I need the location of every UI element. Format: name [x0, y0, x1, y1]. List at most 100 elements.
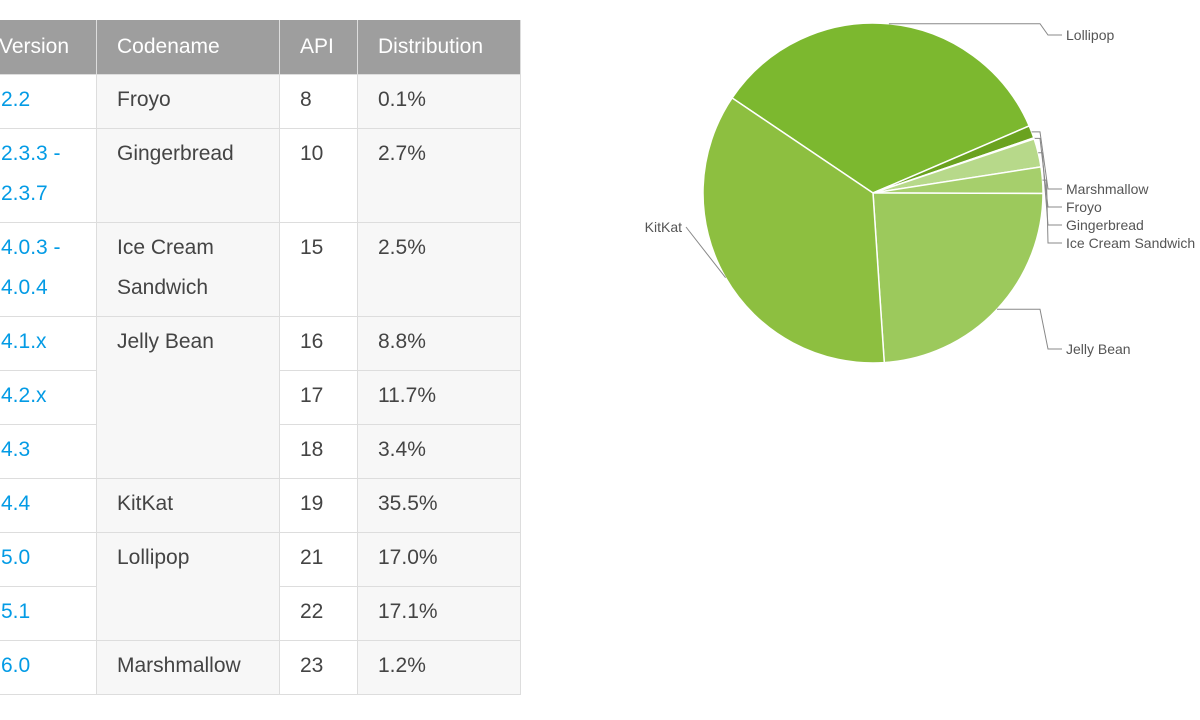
distribution-cell-text: 3.4%	[378, 438, 426, 461]
pie-slice-kitkat	[702, 96, 886, 364]
table-row: 4.2.x 17 11.7%	[0, 370, 521, 425]
codename-cell-text: Ice Cream Sandwich	[117, 236, 214, 299]
codename-cell: Jelly Bean	[96, 316, 280, 479]
slice-label: Gingerbread	[1066, 217, 1144, 233]
column-header-codename: Codename	[96, 20, 280, 75]
version-link[interactable]: 4.1.x	[0, 316, 97, 371]
api-cell-text: 23	[300, 654, 324, 677]
distribution-cell-text: 11.7%	[378, 384, 436, 407]
version-link[interactable]: 5.0	[0, 532, 97, 587]
api-cell-text: 8	[300, 88, 312, 111]
table-row: 4.3 18 3.4%	[0, 424, 521, 479]
api-cell: 18	[279, 424, 358, 479]
api-cell: 21	[279, 532, 358, 587]
api-cell-text: 18	[300, 438, 324, 461]
version-link[interactable]: 5.1	[0, 586, 97, 641]
api-cell: 16	[279, 316, 358, 371]
version-link-text[interactable]: 2.3.3 -2.3.7	[1, 142, 61, 205]
api-cell-text: 19	[300, 492, 324, 515]
distribution-cell: 17.0%	[357, 532, 521, 587]
table-row: 4.1.x Jelly Bean 16 8.8%	[0, 316, 521, 479]
version-link[interactable]: 4.0.3 -4.0.4	[0, 222, 97, 317]
column-header-version: Version	[0, 20, 97, 75]
slice-label: Froyo	[1066, 199, 1102, 215]
api-cell: 15	[279, 222, 358, 317]
distribution-table: Version Codename API Distribution 2.2 Froyo 8…	[0, 20, 521, 695]
version-link[interactable]: 4.2.x	[0, 370, 97, 425]
distribution-cell-text: 17.0%	[378, 546, 438, 569]
leader-line	[1042, 179, 1062, 244]
distribution-cell-text: 1.2%	[378, 654, 426, 677]
codename-cell-text: Marshmallow	[117, 654, 241, 677]
distribution-cell: 2.5%	[357, 222, 521, 317]
version-link[interactable]: 2.3.3 -2.3.7	[0, 128, 97, 223]
version-link[interactable]: 4.3	[0, 424, 97, 479]
distribution-cell: 2.7%	[357, 128, 521, 223]
codename-cell: Ice Cream Sandwich	[96, 222, 280, 317]
column-header-distribution: Distribution	[357, 20, 521, 75]
version-link-text[interactable]: 6.0	[1, 654, 31, 677]
table-header-row: Version Codename API Distribution	[0, 20, 521, 75]
table-row: 6.0 Marshmallow 23 1.2%	[0, 640, 521, 695]
version-link-text[interactable]: 4.4	[1, 492, 31, 515]
api-cell: 8	[279, 74, 358, 129]
codename-cell: Lollipop	[96, 532, 280, 641]
api-cell-text: 22	[300, 600, 324, 623]
version-link-text[interactable]: 4.1.x	[1, 330, 47, 353]
api-cell: 19	[279, 478, 358, 533]
distribution-cell-text: 17.1%	[378, 600, 438, 623]
pie-slice-jelly-bean	[872, 192, 1044, 364]
distribution-cell-text: 0.1%	[378, 88, 426, 111]
api-cell-text: 21	[300, 546, 324, 569]
version-link[interactable]: 4.4	[0, 478, 97, 533]
table-row: 4.4 KitKat 19 35.5%	[0, 478, 521, 533]
table-row: 2.2 Froyo 8 0.1%	[0, 74, 521, 129]
table-row: 2.3.3 -2.3.7 Gingerbread 10 2.7%	[0, 128, 521, 223]
api-cell: 10	[279, 128, 358, 223]
codename-cell: KitKat	[96, 478, 280, 533]
codename-cell-text: KitKat	[117, 492, 174, 515]
version-link-text[interactable]: 5.1	[1, 600, 31, 623]
api-cell-text: 15	[300, 236, 324, 259]
version-link-text[interactable]: 4.0.3 -4.0.4	[1, 236, 61, 299]
version-link-text[interactable]: 4.3	[1, 438, 31, 461]
codename-cell-text: Gingerbread	[117, 142, 234, 165]
distribution-cell: 17.1%	[357, 586, 521, 641]
distribution-cell-text: 2.5%	[378, 236, 426, 259]
codename-cell: Gingerbread	[96, 128, 280, 223]
distribution-cell-text: 8.8%	[378, 330, 426, 353]
api-cell-text: 17	[300, 384, 324, 407]
pie-chart: Lollipop Marshmallow Froyo Gingerbread Ice C…	[645, 22, 1195, 364]
version-link-text[interactable]: 4.2.x	[1, 384, 47, 407]
version-link-text[interactable]: 5.0	[1, 546, 31, 569]
leader-line	[1031, 131, 1062, 190]
codename-cell-text: Froyo	[117, 88, 171, 111]
version-link[interactable]: 6.0	[0, 640, 97, 695]
api-cell-text: 10	[300, 142, 324, 165]
codename-cell: Marshmallow	[96, 640, 280, 695]
api-cell: 17	[279, 370, 358, 425]
codename-cell: Froyo	[96, 74, 280, 129]
table-row: 4.0.3 -4.0.4 Ice Cream Sandwich 15 2.5%	[0, 222, 521, 317]
leader-line	[997, 308, 1062, 350]
table-body: 2.2 Froyo 8 0.1% 2.3.3 -2.3.7 Gingerbread 10 2.…	[0, 74, 521, 695]
api-cell: 22	[279, 586, 358, 641]
distribution-cell: 35.5%	[357, 478, 521, 533]
distribution-cell-text: 35.5%	[378, 492, 438, 515]
distribution-cell: 11.7%	[357, 370, 521, 425]
leader-line	[888, 23, 1062, 36]
leader-line	[685, 226, 726, 279]
version-link[interactable]: 2.2	[0, 74, 97, 129]
pie-chart-container: Lollipop Marshmallow Froyo Gingerbread Ice C…	[600, 0, 1200, 720]
codename-cell-text: Lollipop	[117, 546, 190, 569]
codename-cell-text: Jelly Bean	[117, 330, 214, 353]
version-link-text[interactable]: 2.2	[1, 88, 31, 111]
distribution-cell: 8.8%	[357, 316, 521, 371]
slice-label: Ice Cream Sandwich	[1066, 235, 1195, 251]
leader-line	[1038, 152, 1062, 226]
api-cell-text: 16	[300, 330, 324, 353]
table-row: 5.0 Lollipop 21 17.0%	[0, 532, 521, 641]
table-row: 5.1 22 17.1%	[0, 586, 521, 641]
column-header-api: API	[279, 20, 358, 75]
api-cell: 23	[279, 640, 358, 695]
